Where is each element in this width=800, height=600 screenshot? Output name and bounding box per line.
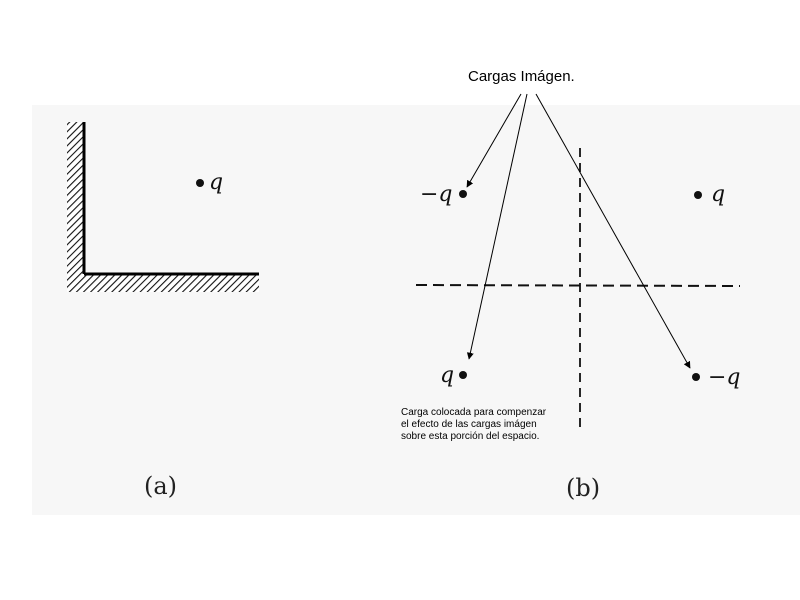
image-charges-title: Cargas Imágen.: [468, 68, 575, 85]
panel-label-a: (a): [144, 472, 178, 500]
panel-label-b: (b): [566, 474, 601, 502]
horizontal-dashed-axis: [415, 284, 741, 287]
charge-label-a: q: [209, 170, 224, 195]
charge-label-top-right: q: [711, 182, 726, 207]
scanned-page-area: [32, 105, 800, 515]
charge-label-top-left: −q: [420, 182, 453, 207]
charge-dot-top-right: [694, 191, 702, 199]
charge-dot-bottom-left: [459, 371, 467, 379]
arrow-to-top-left-charge: [466, 93, 522, 188]
grounded-corner-conductor: [67, 122, 259, 292]
vertical-plate-hatching: [67, 122, 84, 292]
charge-dot-top-left: [459, 190, 467, 198]
note-line: Carga colocada para compenzar: [401, 407, 547, 418]
charge-dot-a: [196, 179, 204, 187]
note-line: sobre esta porción del espacio.: [401, 431, 540, 442]
note-line: el efecto de las cargas imágen: [401, 419, 537, 430]
arrow-to-bottom-left-charge: [466, 93, 528, 360]
compensating-charge-note: Carga colocada para compenzar el efecto …: [401, 407, 576, 443]
charge-dot-bottom-right: [692, 373, 700, 381]
arrow-to-bottom-right-charge: [535, 93, 691, 369]
horizontal-plate-hatching: [67, 274, 259, 292]
charge-label-bottom-left: q: [440, 363, 455, 388]
charge-label-bottom-right: −q: [708, 365, 741, 390]
